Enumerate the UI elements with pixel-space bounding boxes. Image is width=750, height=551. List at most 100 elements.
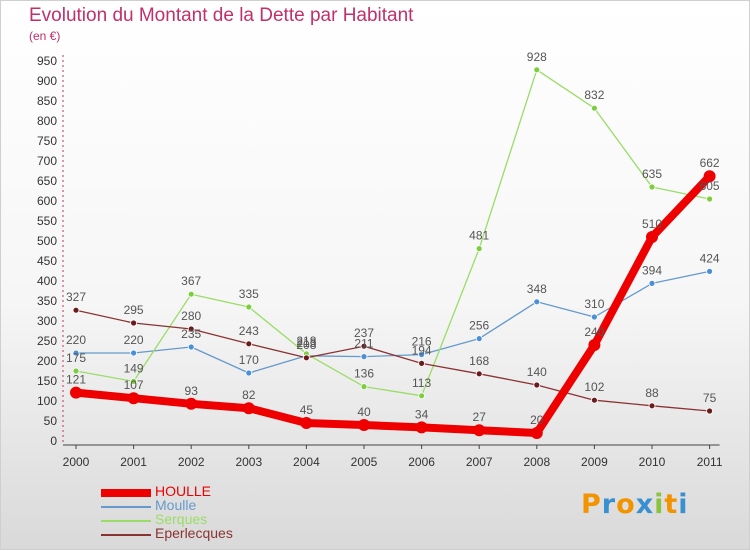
- logo-letter: x: [635, 489, 655, 520]
- data-point-moulle: [245, 369, 253, 377]
- data-point-serques: [706, 195, 713, 203]
- logo-letter: o: [616, 489, 636, 520]
- x-tick-label: 2007: [466, 455, 493, 469]
- data-point-moulle: [130, 349, 138, 357]
- data-label-houlle: 662: [700, 156, 720, 170]
- data-label-houlle: 20: [530, 413, 544, 427]
- y-tick-label: 900: [37, 74, 57, 88]
- data-label-moulle: 216: [412, 335, 432, 349]
- legend-item-serques: Serques: [101, 511, 361, 529]
- data-label-moulle: 424: [700, 251, 720, 265]
- data-point-moulle: [591, 313, 598, 321]
- y-tick-label: 0: [50, 434, 57, 448]
- y-tick-label: 750: [37, 134, 57, 148]
- x-tick-label: 2010: [639, 455, 666, 469]
- data-label-moulle: 211: [354, 337, 373, 351]
- series-line-eperlecques: [75, 309, 711, 412]
- x-tick-label: 2004: [293, 455, 320, 469]
- data-point-serques: [72, 367, 80, 375]
- x-tick-label: 2001: [120, 455, 147, 469]
- data-label-moulle: 394: [642, 263, 662, 277]
- series-line-houlle: [72, 172, 714, 437]
- data-label-houlle: 40: [357, 405, 371, 419]
- data-point-eperlecques: [72, 306, 80, 314]
- data-label-eperlecques: 243: [239, 324, 259, 338]
- y-tick-label: 450: [37, 254, 57, 268]
- data-point-houlle: [646, 231, 658, 243]
- y-tick-label: 500: [37, 234, 57, 248]
- data-point-houlle: [703, 170, 716, 183]
- data-label-houlle: 510: [642, 217, 662, 231]
- x-tick-label: 2003: [235, 455, 262, 469]
- y-tick-label: 850: [37, 94, 57, 108]
- legend-swatch: [101, 506, 151, 508]
- data-point-moulle: [72, 349, 80, 357]
- logo-letter: i: [654, 489, 665, 520]
- data-label-houlle: 34: [415, 407, 429, 421]
- legend-item-eperlecques: Eperlecques: [101, 525, 361, 543]
- data-point-moulle: [533, 298, 541, 306]
- data-point-houlle: [415, 421, 428, 434]
- data-point-houlle: [530, 427, 543, 439]
- data-label-eperlecques: 208: [296, 338, 316, 352]
- data-point-eperlecques: [533, 381, 541, 389]
- data-label-serques: 335: [239, 287, 259, 301]
- data-label-moulle: 220: [124, 333, 144, 347]
- data-point-serques: [130, 377, 138, 385]
- data-label-houlle: 240: [584, 325, 604, 339]
- data-label-houlle: 93: [185, 384, 199, 398]
- legend-item-moulle: Moulle: [101, 497, 361, 515]
- data-point-serques: [475, 245, 483, 253]
- data-label-serques: 218: [296, 334, 316, 348]
- data-point-houlle: [473, 424, 486, 437]
- data-label-serques: 149: [124, 361, 144, 375]
- proxiti-logo: Proxiti: [581, 489, 689, 520]
- y-tick-label: 550: [37, 214, 57, 228]
- x-tick-label: 2000: [63, 455, 90, 469]
- data-point-moulle: [706, 267, 713, 275]
- series-line-moulle: [75, 270, 711, 374]
- logo-letter: P: [581, 489, 602, 520]
- data-label-serques: 605: [700, 179, 720, 193]
- data-label-eperlecques: 280: [181, 309, 201, 323]
- data-point-eperlecques: [302, 354, 310, 362]
- legend-swatch: [101, 534, 151, 536]
- data-label-houlle: 27: [473, 410, 487, 424]
- data-point-eperlecques: [130, 319, 138, 327]
- legend-label: Eperlecques: [155, 525, 233, 541]
- data-label-serques: 113: [412, 376, 431, 390]
- y-tick-label: 950: [37, 54, 57, 68]
- logo-letter: i: [678, 489, 689, 520]
- chart-data-labels: 220 220 235 170 213 211 216 256 348 310 394 424 175 1…: [66, 50, 720, 427]
- y-tick-label: 400: [37, 274, 57, 288]
- data-label-moulle: 220: [66, 333, 86, 347]
- y-tick-label: 200: [37, 354, 57, 368]
- data-point-moulle: [360, 353, 368, 361]
- data-point-serques: [648, 183, 656, 191]
- y-tick-label: 50: [44, 414, 58, 428]
- data-point-eperlecques: [591, 396, 598, 404]
- data-point-eperlecques: [360, 342, 368, 350]
- legend-label: HOULLE: [155, 483, 212, 499]
- legend-label: Serques: [155, 511, 208, 527]
- data-point-houlle: [242, 402, 255, 415]
- y-tick-label: 300: [37, 314, 57, 328]
- data-point-moulle: [187, 343, 195, 351]
- y-tick-label: 700: [37, 154, 57, 168]
- legend-swatch: [101, 489, 151, 497]
- data-point-houlle: [588, 339, 601, 351]
- data-label-serques: 136: [354, 367, 374, 381]
- data-point-houlle: [358, 419, 370, 431]
- data-label-houlle: 121: [66, 373, 86, 387]
- data-label-houlle: 107: [124, 378, 144, 392]
- chart-axes: 0 50 100 150 200 250 300 350 400 450 500 550 600 650 7…: [37, 54, 723, 469]
- data-label-eperlecques: 75: [703, 391, 717, 405]
- legend-swatch: [101, 520, 151, 522]
- data-point-serques: [245, 303, 253, 311]
- data-label-moulle: 348: [527, 282, 547, 296]
- data-label-moulle: 170: [239, 353, 259, 367]
- x-tick-label: 2006: [408, 455, 435, 469]
- data-label-eperlecques: 327: [66, 290, 86, 304]
- data-point-eperlecques: [648, 402, 656, 410]
